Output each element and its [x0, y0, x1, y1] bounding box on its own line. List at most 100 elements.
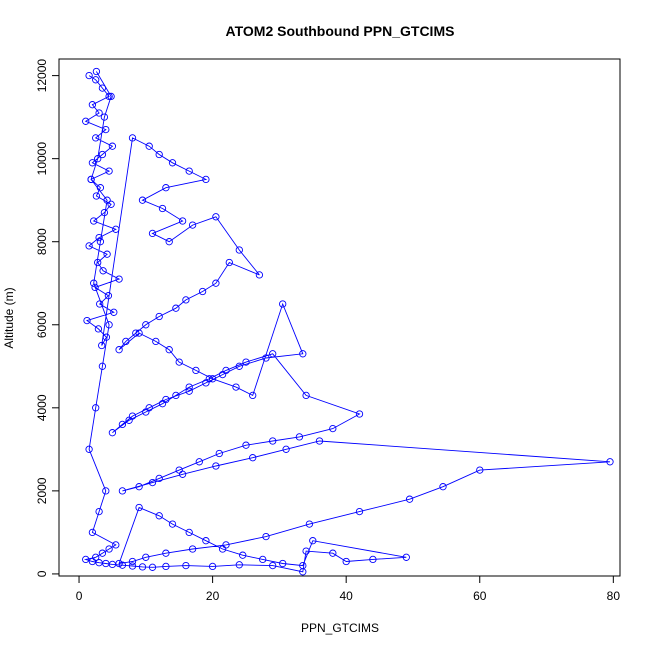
data-point: [98, 362, 107, 370]
data-point: [105, 321, 113, 329]
x-tick-label: 0: [76, 589, 83, 603]
x-tick-label: 60: [473, 589, 487, 603]
data-point: [476, 466, 484, 474]
data-point: [85, 71, 93, 80]
data-point: [239, 551, 247, 559]
data-point: [235, 362, 243, 370]
data-point: [142, 553, 150, 561]
data-point: [208, 562, 217, 571]
data-point: [168, 159, 177, 167]
data-point: [259, 555, 267, 564]
data-point: [96, 184, 105, 192]
data-point: [100, 208, 109, 217]
data-point: [198, 287, 207, 296]
data-point: [122, 337, 130, 346]
data-point: [85, 445, 93, 453]
data-point: [95, 559, 103, 567]
series-layer: [82, 67, 614, 576]
y-axis: 0 2000 4000 6000 8000 10000 12000: [35, 59, 60, 577]
data-point: [112, 225, 120, 233]
data-point: [94, 258, 102, 267]
data-point: [212, 279, 220, 287]
x-tick-label: 80: [607, 589, 621, 603]
data-point: [82, 555, 90, 564]
data-point: [92, 76, 100, 84]
data-point: [269, 561, 277, 570]
data-point: [98, 150, 107, 159]
y-tick-label: 10000: [35, 142, 49, 176]
data-point: [118, 561, 127, 569]
data-point: [225, 258, 233, 267]
data-point: [138, 196, 147, 204]
data-point: [92, 192, 101, 200]
data-point: [103, 250, 111, 258]
data-point: [269, 350, 277, 358]
data-point: [329, 424, 337, 433]
data-point: [188, 545, 197, 553]
data-point: [94, 325, 103, 333]
data-point: [282, 445, 290, 453]
data-point: [305, 520, 314, 528]
data-point: [165, 346, 173, 354]
x-tick-label: 40: [339, 589, 353, 603]
data-point: [188, 221, 197, 229]
chart-title: ATOM2 Southbound PPN_GTCIMS: [226, 23, 455, 39]
data-point: [102, 333, 111, 341]
data-point: [165, 238, 173, 246]
data-point: [115, 275, 123, 283]
data-point: [103, 196, 111, 204]
data-point: [302, 391, 310, 400]
data-point: [92, 404, 100, 412]
data-point: [83, 316, 91, 325]
x-tick-label: 20: [206, 589, 220, 603]
data-point: [302, 547, 310, 555]
data-point: [255, 271, 264, 279]
data-point: [100, 113, 109, 121]
data-point: [105, 167, 113, 175]
data-point: [90, 279, 98, 287]
data-point: [155, 150, 163, 159]
data-point: [279, 559, 287, 568]
data-point: [92, 134, 100, 142]
data-point: [162, 549, 170, 557]
data-point: [232, 383, 240, 391]
data-point: [309, 537, 317, 545]
data-point: [138, 563, 147, 571]
data-point: [102, 125, 110, 134]
data-point: [148, 478, 157, 487]
data-point: [118, 487, 127, 495]
data-point: [88, 101, 97, 109]
data-point: [405, 495, 414, 503]
data-point: [192, 366, 200, 375]
data-point: [92, 67, 101, 76]
data-point: [162, 562, 170, 571]
data-point: [108, 142, 117, 150]
data-point: [98, 84, 107, 92]
data-point: [102, 487, 110, 495]
data-point: [178, 470, 187, 478]
data-point: [185, 387, 193, 395]
data-point: [212, 462, 220, 470]
data-point: [158, 400, 167, 408]
data-point: [178, 217, 187, 225]
data-point: [329, 549, 337, 557]
data-point: [132, 329, 140, 337]
y-tick-label: 12000: [35, 59, 49, 93]
data-point: [185, 528, 193, 537]
plot-frame: [58, 58, 621, 577]
data-point: [235, 246, 243, 254]
data-point: [242, 358, 250, 366]
data-point: [269, 437, 277, 445]
data-point: [105, 545, 113, 553]
data-point: [212, 213, 220, 221]
data-point: [96, 238, 105, 246]
data-point: [128, 134, 137, 142]
y-axis-label: Altitude (m): [2, 287, 16, 348]
data-point: [172, 391, 180, 400]
data-point: [299, 350, 307, 358]
data-point: [142, 321, 150, 329]
data-point: [202, 175, 210, 184]
data-point: [125, 416, 133, 424]
data-point: [110, 308, 118, 316]
